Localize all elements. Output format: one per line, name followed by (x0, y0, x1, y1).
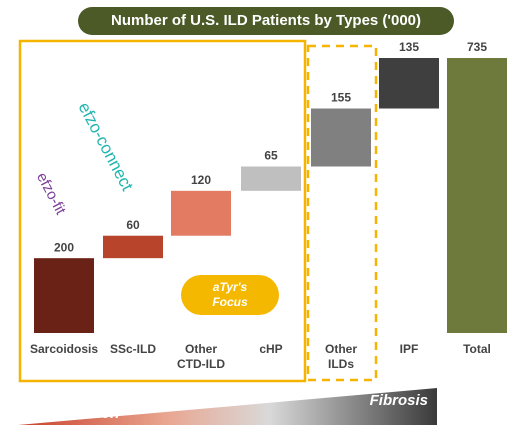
chart-title: Number of U.S. ILD Patients by Types ('0… (78, 7, 454, 35)
x-tick-label: SSc-ILD (109, 342, 156, 356)
bar (34, 258, 94, 333)
logo: efzo-fit (33, 170, 70, 218)
bar (241, 166, 301, 191)
x-tick-label: Sarcoidosis (29, 342, 99, 356)
value-label: 60 (126, 218, 140, 232)
x-tick-label: Total (463, 342, 491, 356)
bar (103, 235, 163, 259)
gradient-wedge (18, 388, 437, 425)
value-label: 65 (264, 149, 278, 163)
bar (311, 108, 371, 167)
dashed-box (306, 44, 378, 382)
bar (379, 58, 439, 109)
value-label: 735 (467, 40, 487, 54)
value-label: 135 (399, 40, 419, 54)
value-label: 120 (191, 173, 211, 187)
bar (447, 58, 507, 333)
logo: efzo-connect (75, 99, 138, 194)
value-label: 200 (54, 240, 74, 254)
focus-label: aTyr's Focus (181, 275, 279, 315)
gradient-right-label: Fibrosis (370, 392, 428, 409)
focus-box (18, 39, 307, 383)
x-tick-label: cHP (259, 342, 283, 356)
value-label: 155 (331, 91, 351, 105)
x-tick-label: IPF (399, 342, 419, 356)
gradient-left-label: Inflammation (26, 405, 119, 422)
x-tick-label: Other CTD-ILD (177, 342, 225, 371)
x-tick-label: Other ILDs (324, 342, 357, 371)
bar (171, 190, 231, 236)
